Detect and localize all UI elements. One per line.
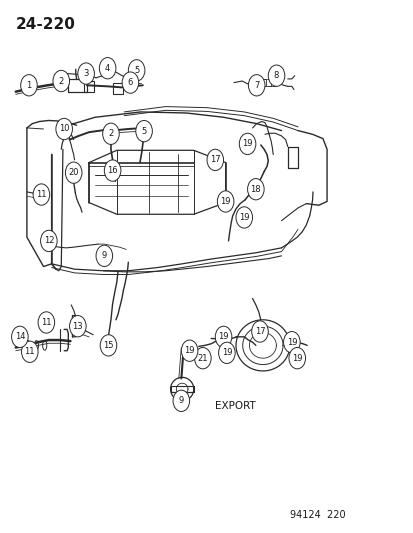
Text: 7: 7 [254,81,259,90]
Text: 11: 11 [41,318,52,327]
Text: 17: 17 [209,156,220,164]
Text: 19: 19 [286,338,297,346]
Circle shape [21,75,37,96]
Text: 4: 4 [105,64,110,72]
Circle shape [239,133,255,155]
Circle shape [21,341,38,362]
Circle shape [33,184,50,205]
Text: 14: 14 [14,333,25,341]
Circle shape [78,63,94,84]
Text: EXPORT: EXPORT [215,401,255,411]
Text: 12: 12 [43,237,54,245]
Circle shape [288,348,305,369]
Text: 21: 21 [197,354,208,362]
Circle shape [56,118,72,140]
Text: 15: 15 [103,341,114,350]
Text: 19: 19 [184,346,195,355]
Text: 9: 9 [102,252,107,260]
Circle shape [99,58,116,79]
Text: 19: 19 [242,140,252,148]
Circle shape [65,162,82,183]
Circle shape [283,332,299,353]
Circle shape [122,72,138,93]
Text: 94124  220: 94124 220 [289,510,344,520]
Circle shape [40,230,57,252]
Circle shape [217,191,233,212]
Text: 5: 5 [134,66,139,75]
Circle shape [173,390,189,411]
Text: 9: 9 [178,397,183,405]
Text: 24-220: 24-220 [16,17,76,32]
Text: 11: 11 [36,190,47,199]
Circle shape [235,207,252,228]
Text: 2: 2 [108,130,113,138]
Text: 13: 13 [72,322,83,330]
Text: 6: 6 [128,78,133,87]
Text: 19: 19 [221,349,232,357]
Circle shape [268,65,284,86]
Circle shape [96,245,112,266]
Circle shape [69,316,86,337]
Text: 1: 1 [26,81,31,90]
Circle shape [215,326,231,348]
Text: 18: 18 [250,185,261,193]
Text: 8: 8 [273,71,278,80]
Circle shape [12,326,28,348]
Text: 11: 11 [24,348,35,356]
Circle shape [102,123,119,144]
Circle shape [247,179,263,200]
Circle shape [100,335,116,356]
Circle shape [135,120,152,142]
Text: 3: 3 [83,69,88,78]
Circle shape [218,342,235,364]
Text: 16: 16 [107,166,118,175]
Circle shape [248,75,264,96]
Circle shape [128,60,145,81]
Text: 2: 2 [59,77,64,85]
Text: 19: 19 [218,333,228,341]
Circle shape [194,348,211,369]
Text: 19: 19 [220,197,230,206]
Text: 17: 17 [254,327,265,336]
Circle shape [206,149,223,171]
Text: 10: 10 [59,125,69,133]
Circle shape [38,312,55,333]
Text: 5: 5 [141,127,146,135]
Circle shape [181,340,197,361]
Circle shape [251,321,268,342]
Circle shape [104,160,121,181]
Text: 19: 19 [291,354,302,362]
Text: 20: 20 [68,168,79,177]
Text: 19: 19 [238,213,249,222]
Circle shape [53,70,69,92]
